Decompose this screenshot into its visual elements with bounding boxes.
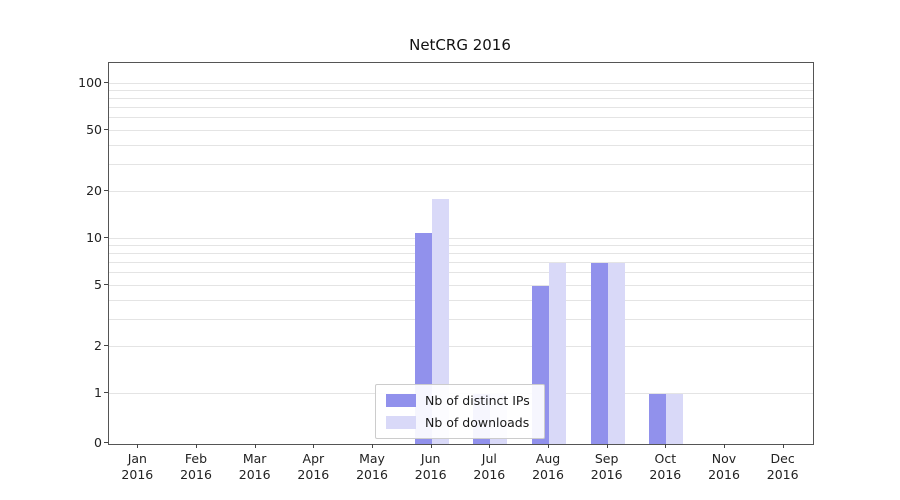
- y-tick-mark: [104, 392, 108, 393]
- y-tick-label: 100: [78, 75, 102, 90]
- plot-area: Nb of distinct IPs Nb of downloads: [108, 62, 814, 445]
- gridline: [109, 272, 813, 274]
- bar-sep-distinct-ips: [590, 263, 608, 444]
- bar-oct-downloads: [666, 394, 684, 444]
- x-tick-mark: [606, 444, 608, 448]
- x-tick-label: Nov 2016: [708, 451, 740, 482]
- x-tick-mark: [196, 444, 197, 448]
- gridline: [109, 129, 813, 131]
- x-tick-label: Jul 2016: [473, 451, 506, 482]
- x-tick-mark: [137, 444, 139, 448]
- x-tick-label: Aug 2016: [532, 451, 564, 482]
- y-tick-mark: [104, 128, 108, 130]
- x-tick-label: Sep 2016: [590, 451, 623, 482]
- y-tick-label: 1: [94, 385, 102, 400]
- gridline: [109, 144, 813, 146]
- x-tick-mark: [782, 444, 784, 448]
- y-tick-label: 5: [94, 276, 102, 292]
- y-tick-mark: [104, 190, 108, 192]
- y-tick-label: 2: [94, 338, 102, 354]
- x-tick-mark: [372, 444, 373, 448]
- gridline: [109, 107, 813, 109]
- x-tick-label: Feb 2016: [180, 451, 212, 482]
- y-tick-mark: [104, 283, 108, 285]
- gridline: [109, 191, 813, 193]
- bar-aug-downloads: [549, 263, 566, 444]
- bar-sep-downloads: [607, 263, 625, 444]
- x-tick-label: Dec 2016: [766, 451, 799, 482]
- y-axis: 0 1 2 5 10 20 50 100: [50, 62, 108, 450]
- y-tick-mark: [104, 82, 108, 83]
- y-tick-mark: [104, 442, 108, 443]
- chart-title: NetCRG 2016: [409, 36, 511, 54]
- legend: Nb of distinct IPs Nb of downloads: [375, 384, 545, 439]
- gridline: [109, 253, 813, 255]
- x-tick-mark: [430, 444, 432, 448]
- gridline: [109, 319, 813, 321]
- y-tick-mark: [104, 345, 108, 347]
- gridline: [109, 164, 813, 166]
- y-tick-label: 20: [86, 183, 102, 199]
- x-tick-mark: [665, 444, 667, 448]
- x-tick-label: Apr 2016: [297, 451, 330, 482]
- x-tick-mark: [489, 444, 491, 448]
- legend-item-distinct-ips: Nb of distinct IPs: [386, 393, 530, 408]
- gridline: [109, 346, 813, 348]
- y-tick-label: 0: [94, 435, 102, 450]
- gridline: [109, 83, 813, 84]
- x-tick-label: Mar 2016: [238, 451, 271, 482]
- legend-swatch-downloads: [386, 416, 416, 429]
- legend-label-downloads: Nb of downloads: [425, 415, 530, 430]
- x-tick-mark: [724, 444, 725, 448]
- y-tick-label: 10: [86, 230, 102, 245]
- y-tick-mark: [104, 237, 108, 238]
- bar-jun-downloads: [431, 199, 449, 444]
- y-tick-label: 50: [86, 121, 102, 137]
- x-axis: Jan 2016 Feb 2016 Mar 2016 Apr 2016 May 2016…: [108, 444, 812, 490]
- gridline: [109, 299, 813, 301]
- gridline: [109, 262, 813, 264]
- gridline: [109, 98, 813, 100]
- legend-label-distinct-ips: Nb of distinct IPs: [425, 393, 530, 408]
- bar-oct-distinct-ips: [649, 394, 667, 444]
- x-tick-label: Jan 2016: [121, 451, 154, 482]
- legend-swatch-distinct-ips: [386, 394, 416, 407]
- x-tick-mark: [254, 444, 256, 448]
- gridline: [109, 245, 813, 247]
- x-tick-label: Oct 2016: [649, 451, 682, 482]
- x-tick-mark: [313, 444, 315, 448]
- x-tick-label: Jun 2016: [414, 451, 447, 482]
- gridline: [109, 117, 813, 119]
- gridline: [109, 90, 813, 92]
- x-tick-label: May 2016: [356, 451, 388, 482]
- gridline: [109, 238, 813, 239]
- gridline: [109, 284, 813, 286]
- legend-item-downloads: Nb of downloads: [386, 415, 530, 430]
- x-tick-mark: [548, 444, 549, 448]
